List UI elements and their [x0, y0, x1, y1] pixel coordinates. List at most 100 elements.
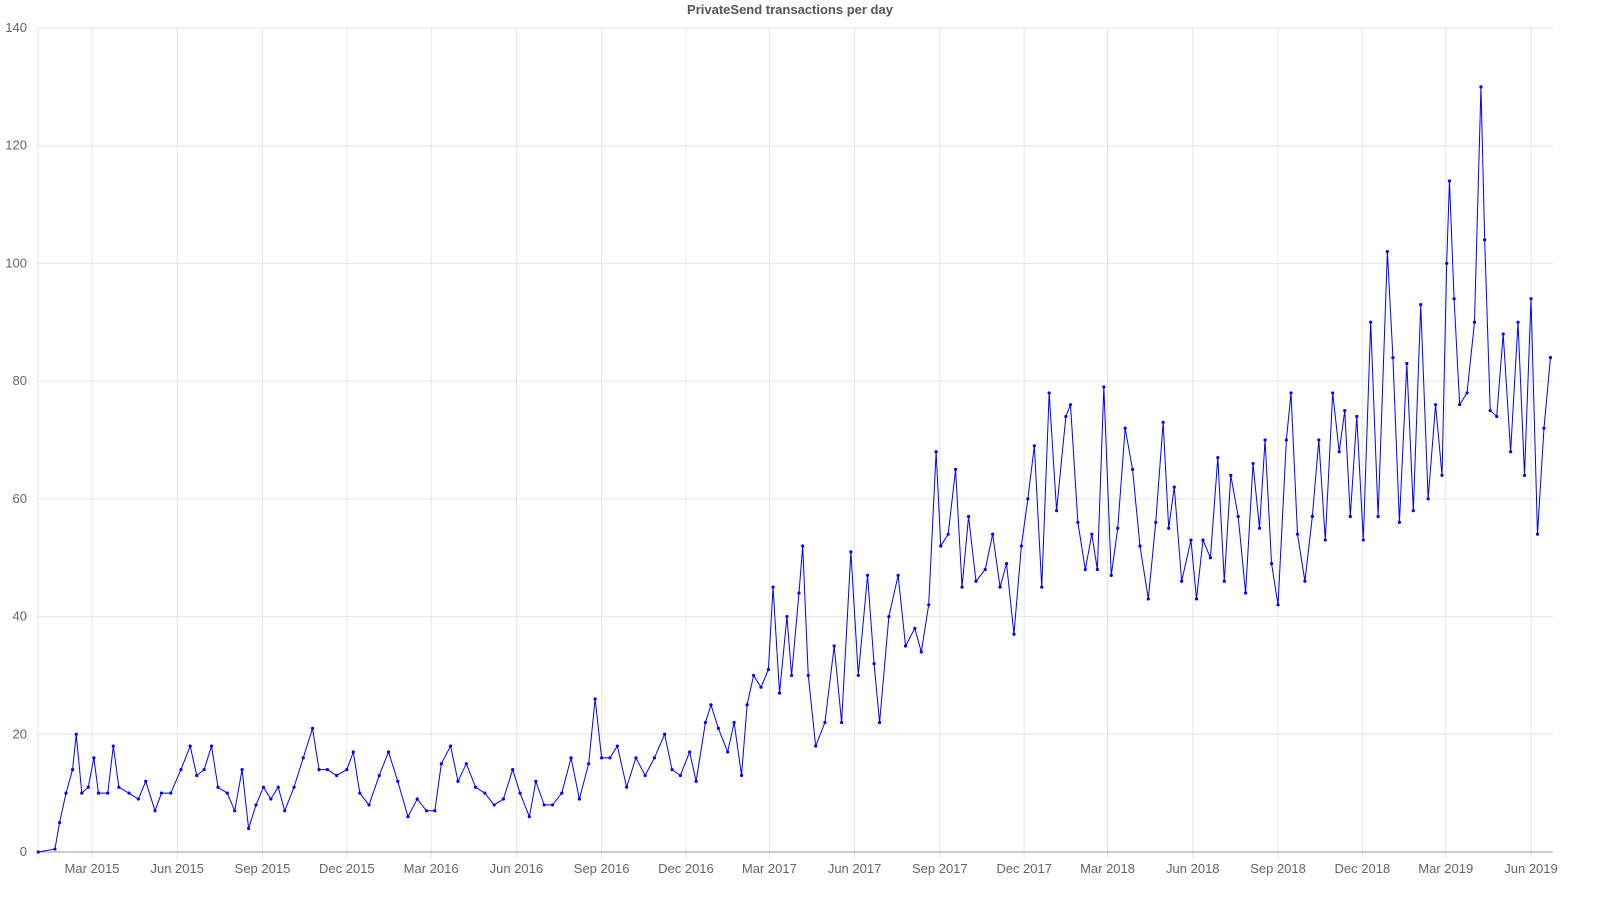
data-point	[872, 662, 876, 666]
data-point	[111, 744, 115, 748]
data-point	[934, 450, 938, 454]
data-point	[1323, 538, 1327, 542]
data-point	[1548, 356, 1553, 360]
x-tick-label: Jun 2019	[1504, 861, 1558, 876]
x-tick-label: Jun 2015	[150, 861, 204, 876]
data-point	[1269, 562, 1274, 566]
data-point	[534, 779, 538, 783]
data-point	[1012, 632, 1016, 636]
data-point	[896, 573, 900, 577]
data-point	[1138, 544, 1142, 548]
data-point	[1054, 509, 1059, 513]
y-axis: 0 20 40 60 80 100 120 140	[5, 20, 27, 859]
data-point	[625, 785, 629, 789]
data-point	[1391, 356, 1395, 360]
y-tick-label: 20	[13, 726, 27, 741]
data-point	[840, 720, 844, 725]
data-point	[283, 809, 287, 813]
data-point	[593, 697, 597, 701]
data-point	[1146, 597, 1150, 601]
data-point	[732, 720, 736, 725]
data-point	[814, 744, 818, 748]
data-point	[878, 720, 882, 725]
data-point	[652, 756, 657, 760]
data-point	[209, 744, 214, 748]
data-point	[856, 673, 860, 678]
data-point	[1263, 438, 1267, 442]
data-point	[716, 726, 720, 731]
series-path	[38, 86, 1551, 853]
data-point	[70, 768, 75, 772]
data-point	[358, 791, 362, 795]
y-tick-label: 120	[5, 138, 27, 153]
data-point	[1516, 320, 1520, 324]
y-tick-label: 0	[20, 844, 27, 859]
x-tick-label: Dec 2016	[658, 861, 714, 876]
data-point	[276, 785, 280, 789]
data-point	[789, 673, 794, 678]
data-point	[1488, 408, 1492, 413]
data-point	[688, 750, 692, 754]
data-point	[1180, 579, 1184, 583]
data-point	[233, 809, 237, 813]
data-point	[1419, 303, 1423, 307]
data-point	[1529, 297, 1533, 301]
y-tick-label: 140	[5, 20, 27, 35]
x-tick-label: Sep 2017	[912, 861, 968, 876]
data-point	[492, 803, 496, 807]
data-point	[292, 785, 296, 789]
data-point	[1102, 385, 1106, 389]
data-point	[919, 650, 923, 654]
data-point	[865, 573, 870, 577]
data-point	[709, 703, 713, 707]
data-point	[159, 791, 164, 795]
data-point	[117, 785, 121, 789]
data-point	[953, 467, 958, 472]
data-point	[57, 820, 62, 825]
data-point	[261, 785, 266, 789]
data-point	[367, 803, 371, 807]
data-point	[1244, 591, 1248, 595]
data-point	[86, 785, 90, 789]
data-point	[169, 791, 173, 795]
data-point	[464, 762, 468, 766]
data-point	[240, 768, 244, 772]
data-point	[1433, 403, 1438, 407]
data-point	[939, 544, 943, 548]
data-point	[991, 532, 995, 536]
data-point	[832, 644, 836, 648]
data-point	[202, 768, 206, 772]
data-point	[1201, 538, 1205, 542]
data-point	[188, 744, 192, 748]
data-point	[1310, 514, 1314, 519]
data-point	[1458, 403, 1462, 407]
data-point	[600, 756, 604, 760]
data-point	[1189, 538, 1193, 542]
data-point	[64, 791, 68, 795]
data-point	[80, 791, 84, 795]
data-point	[849, 550, 853, 554]
data-point	[439, 762, 443, 766]
data-point	[1337, 450, 1341, 454]
data-point	[1361, 538, 1365, 542]
data-point	[643, 773, 647, 778]
data-point	[325, 768, 329, 772]
data-point	[1229, 473, 1233, 477]
data-point	[678, 773, 682, 778]
grid	[37, 27, 1553, 858]
x-tick-label: Dec 2017	[996, 861, 1052, 876]
data-point	[1194, 597, 1199, 601]
data-point	[144, 779, 148, 783]
data-point	[777, 691, 782, 695]
x-tick-label: Mar 2016	[404, 861, 459, 876]
data-point	[670, 768, 674, 772]
data-point	[1355, 414, 1359, 419]
x-axis: Mar 2015 Jun 2015 Sep 2015 Dec 2015 Mar 2016…	[38, 851, 1558, 876]
data-point	[663, 732, 667, 736]
data-point	[448, 744, 453, 748]
data-point	[179, 768, 183, 772]
data-point	[1019, 544, 1023, 548]
data-point	[1452, 297, 1456, 301]
data-point	[501, 797, 506, 801]
